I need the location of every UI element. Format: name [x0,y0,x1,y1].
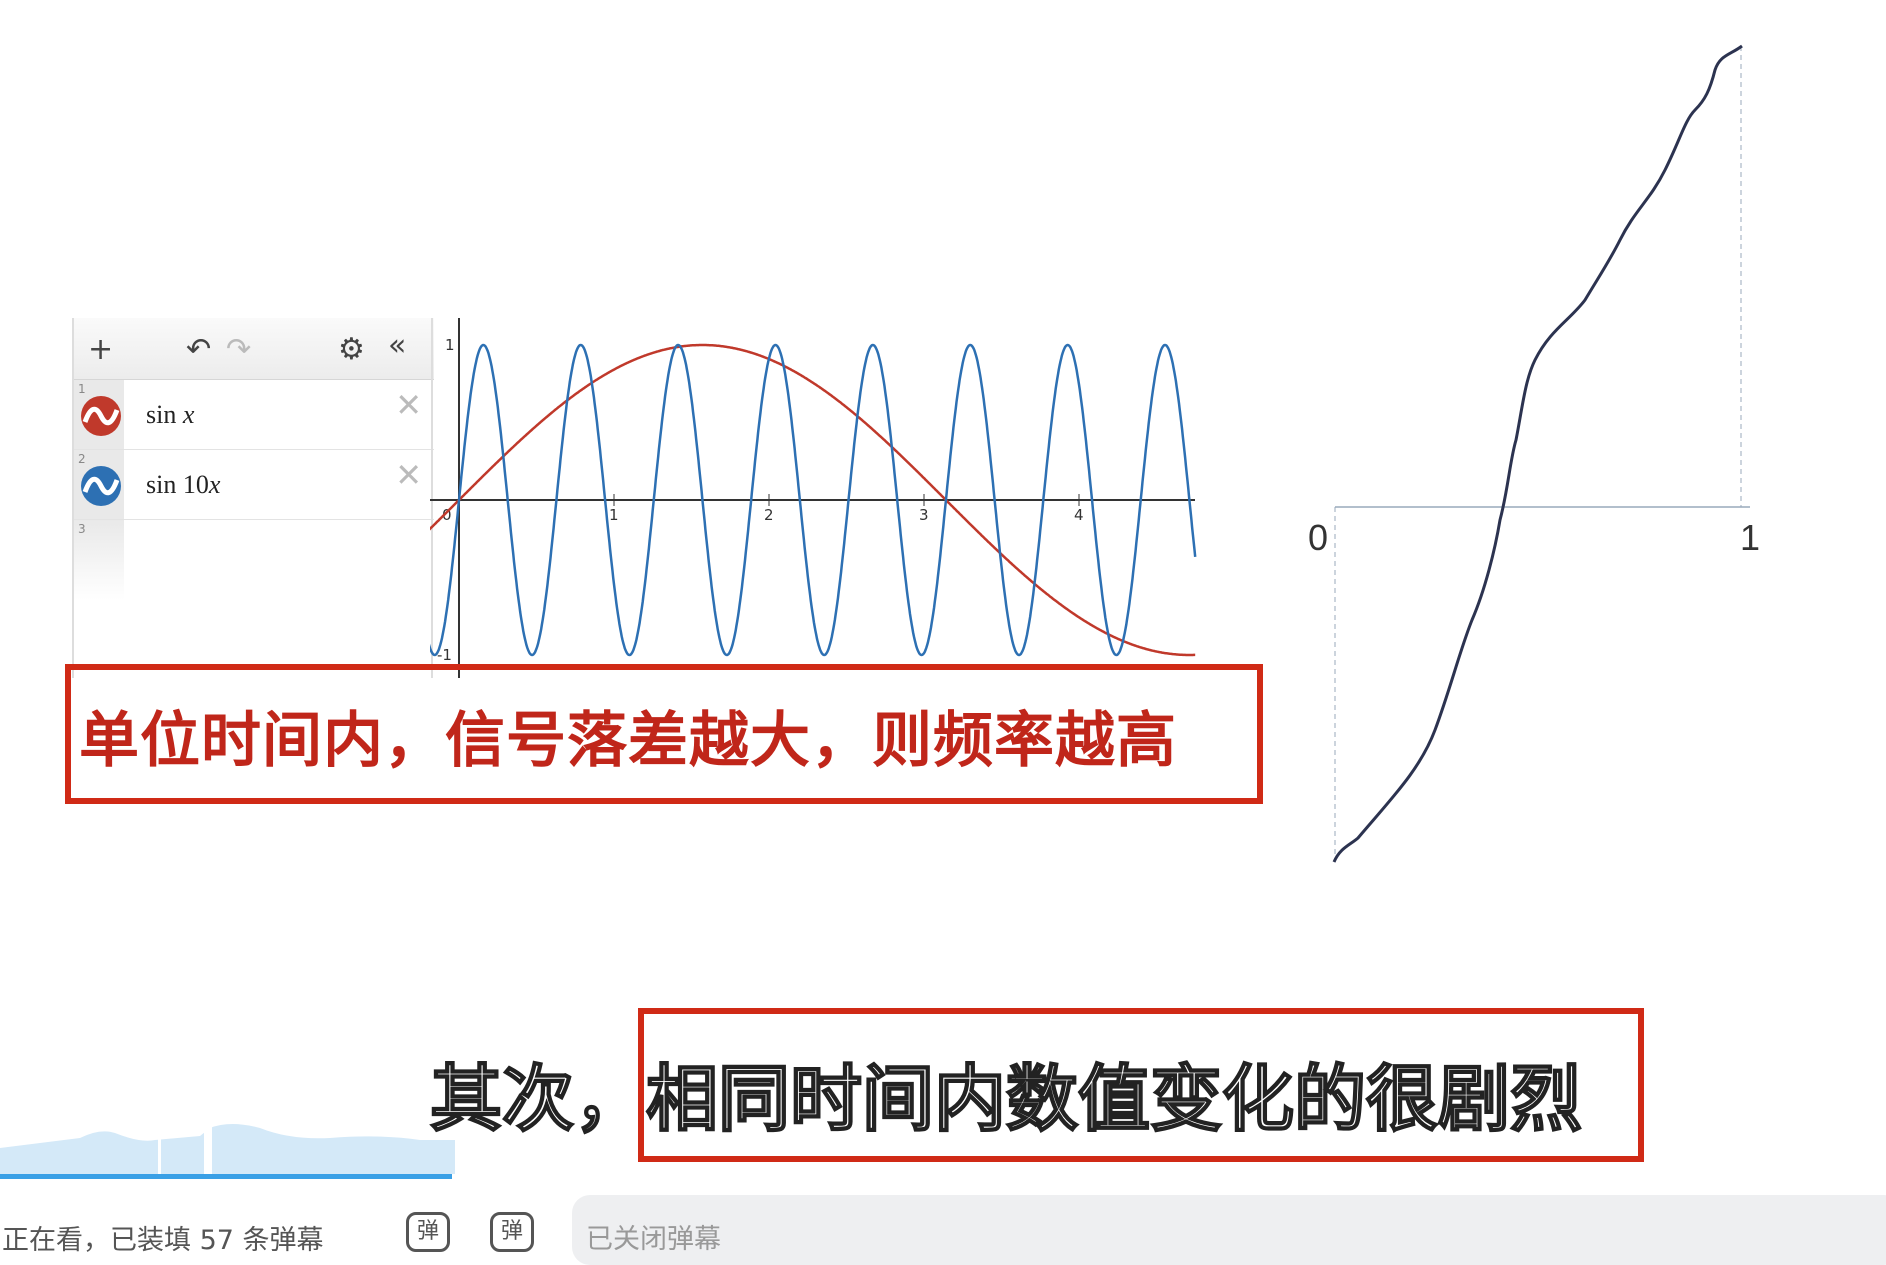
x-start-label: 0 [1308,517,1328,558]
callout-text: 单位时间内，信号落差越大，则频率越高 [79,706,1177,776]
danmaku-input[interactable]: 已关闭弹幕 [572,1195,1886,1265]
num: 10 [182,470,209,499]
danmaku-toggle-icon[interactable]: 弹 [406,1212,450,1252]
x-tick-label: 0 [442,506,452,524]
expression-row-empty[interactable]: 3 [74,520,434,600]
expression-row[interactable]: 1 sin x ✕ [74,380,434,450]
cdf-curve [1332,44,1743,863]
graph-canvas[interactable]: 0 1 2 3 4 1 -1 [430,318,1200,678]
expression-toolbar: + ↶ ↷ ⚙ « [74,318,434,380]
subtitle-prefix: 其次， [429,1056,647,1142]
danmaku-settings-icon[interactable]: 弹 [490,1212,534,1252]
close-icon[interactable]: ✕ [395,456,422,494]
cdf-graph: 0 1 [1308,44,1760,863]
expression-index: 2 [78,452,86,466]
y-tick-label: 1 [445,336,455,354]
wave-color-icon[interactable] [81,396,121,436]
fn: sin [146,470,177,499]
expression-index: 3 [78,522,86,536]
expression-index: 1 [78,382,86,396]
expression-row[interactable]: 2 sin 10x ✕ [74,450,434,520]
gear-icon[interactable]: ⚙ [338,332,365,367]
collapse-panel-button[interactable]: « [388,328,407,363]
progress-bar [0,1174,452,1179]
wave-color-icon[interactable] [81,466,121,506]
danmaku-placeholder: 已关闭弹幕 [586,1224,721,1255]
viewer-status: 正在看，已装填 57 条弹幕 [2,1225,324,1256]
subtitle-highlight-box: 相同时间内数值变化的很剧烈 [638,1008,1644,1162]
undo-button[interactable]: ↶ [186,332,212,367]
y-tick-label: -1 [437,646,452,664]
expression-text[interactable]: sin 10x [146,470,220,500]
close-icon[interactable]: ✕ [395,386,422,424]
redo-button[interactable]: ↷ [226,332,252,367]
fn: sin [146,400,177,429]
x-tick-label: 2 [764,506,774,524]
var: x [182,400,195,429]
x-tick-label: 1 [609,506,619,524]
series-sin10x [430,343,1197,657]
expression-panel: + ↶ ↷ ⚙ « 1 sin x ✕ 2 sin 10x ✕ 3 [72,318,434,678]
expression-text[interactable]: sin x [146,400,194,430]
x-tick-label: 4 [1074,506,1084,524]
danmaku-density-graph [0,1118,455,1179]
x-tick-label: 3 [919,506,929,524]
series-sinx [430,343,1196,657]
add-expression-button[interactable]: + [88,332,114,367]
x-end-label: 1 [1740,517,1760,558]
var: x [208,470,221,499]
callout-box: 单位时间内，信号落差越大，则频率越高 [65,664,1263,804]
subtitle-highlight: 相同时间内数值变化的很剧烈 [645,1056,1583,1142]
